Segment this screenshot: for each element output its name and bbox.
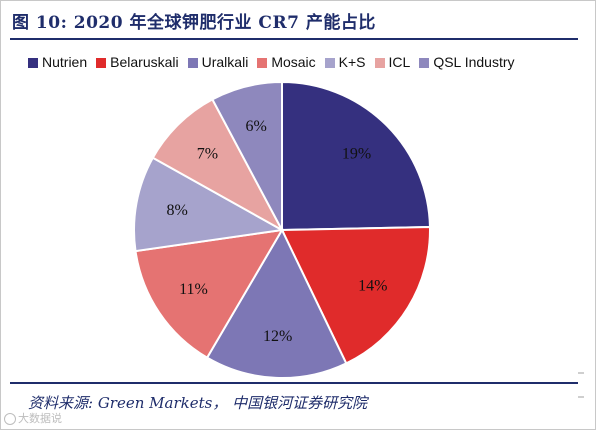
legend-swatch bbox=[419, 57, 430, 68]
pie-slice-k-s bbox=[133, 156, 286, 253]
watermark: 大数据说 bbox=[4, 410, 62, 426]
legend-swatch bbox=[374, 57, 385, 68]
legend-swatch bbox=[96, 57, 107, 68]
slice-label: 11% bbox=[179, 281, 208, 298]
pie-slice-uralkali bbox=[205, 227, 348, 379]
legend-item: Mosaic bbox=[257, 54, 316, 71]
legend-swatch bbox=[187, 57, 198, 68]
legend-label: Nutrien bbox=[42, 54, 88, 71]
legend-label: QSL Industry bbox=[433, 54, 515, 71]
edge-mark bbox=[578, 396, 584, 398]
legend-swatch bbox=[28, 57, 38, 68]
legend-label: ICL bbox=[388, 54, 411, 71]
pie-slice-belaruskali bbox=[280, 225, 431, 365]
slice-label: 19% bbox=[342, 145, 371, 162]
title-rule bbox=[10, 38, 578, 40]
legend-item: Uralkali bbox=[187, 54, 249, 71]
watermark-text: 大数据说 bbox=[18, 412, 62, 425]
pie-slice-mosaic bbox=[134, 228, 284, 360]
slice-label: 14% bbox=[358, 277, 387, 294]
slice-label: 8% bbox=[167, 202, 188, 219]
edge-mark bbox=[578, 372, 584, 374]
legend-item: Nutrien bbox=[28, 54, 87, 70]
figure-title: 图 10: 2020 年全球钾肥行业 CR7 产能占比 bbox=[12, 13, 376, 33]
legend-item: QSL Industry bbox=[419, 54, 515, 71]
pie-slice-icl bbox=[151, 98, 285, 233]
slice-label: 6% bbox=[246, 118, 267, 135]
legend-item: Belaruskali bbox=[96, 54, 179, 71]
legend-item: ICL bbox=[374, 54, 411, 71]
legend-label: Mosaic bbox=[271, 54, 316, 71]
source-rule bbox=[10, 382, 578, 384]
legend-item: K+S bbox=[324, 54, 366, 71]
watermark-icon bbox=[4, 413, 16, 425]
legend-swatch bbox=[257, 57, 268, 68]
slice-label: 12% bbox=[263, 328, 292, 345]
source-note: 资料来源: Green Markets， 中国银河证券研究院 bbox=[28, 394, 368, 412]
pie-slice-nutrien bbox=[281, 80, 431, 232]
slice-label: 7% bbox=[197, 145, 218, 162]
chart-legend: Nutrien Belaruskali Uralkali Mosaic K+S ICL QS… bbox=[28, 53, 524, 73]
pie-labels: 19% 14% 12% 11% 8% 7% 6% bbox=[167, 118, 388, 345]
legend-label: Belaruskali bbox=[110, 54, 179, 71]
legend-label: Uralkali bbox=[201, 54, 249, 71]
pie-slices bbox=[133, 80, 431, 379]
legend-swatch bbox=[324, 57, 335, 68]
legend-label: K+S bbox=[338, 54, 366, 71]
pie-slice-qsl-industry bbox=[211, 80, 283, 231]
